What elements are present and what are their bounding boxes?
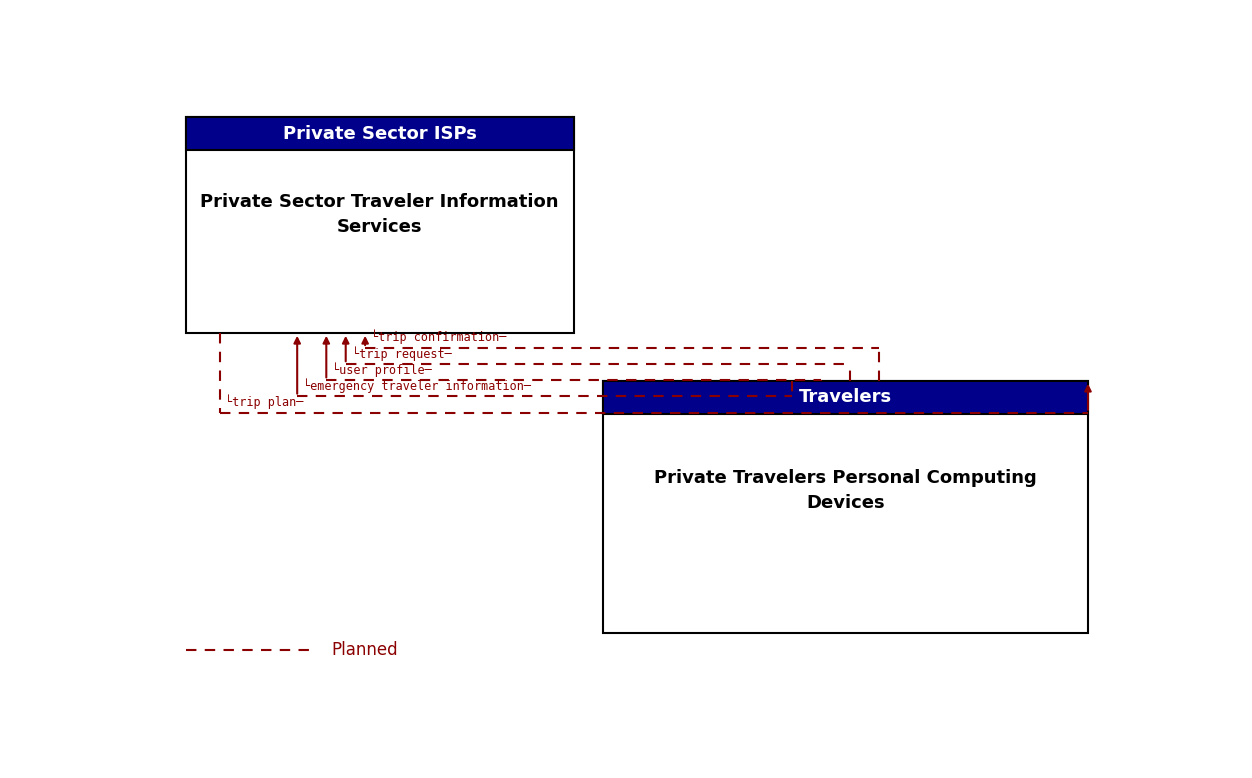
Bar xyxy=(185,117,573,333)
Bar xyxy=(602,381,1088,633)
Text: └emergency traveler information─: └emergency traveler information─ xyxy=(303,378,531,393)
Text: └trip request─: └trip request─ xyxy=(352,346,451,360)
Text: Private Travelers Personal Computing
Devices: Private Travelers Personal Computing Dev… xyxy=(654,469,1037,512)
Text: └trip plan─: └trip plan─ xyxy=(225,394,304,409)
Bar xyxy=(602,381,1088,414)
Text: Private Sector ISPs: Private Sector ISPs xyxy=(283,124,477,143)
Text: Travelers: Travelers xyxy=(799,388,891,406)
Bar xyxy=(185,117,573,150)
Text: Planned: Planned xyxy=(331,642,398,660)
Text: └user profile─: └user profile─ xyxy=(332,362,432,377)
Text: └trip confirmation─: └trip confirmation─ xyxy=(371,330,506,345)
Text: Private Sector Traveler Information
Services: Private Sector Traveler Information Serv… xyxy=(200,193,558,236)
